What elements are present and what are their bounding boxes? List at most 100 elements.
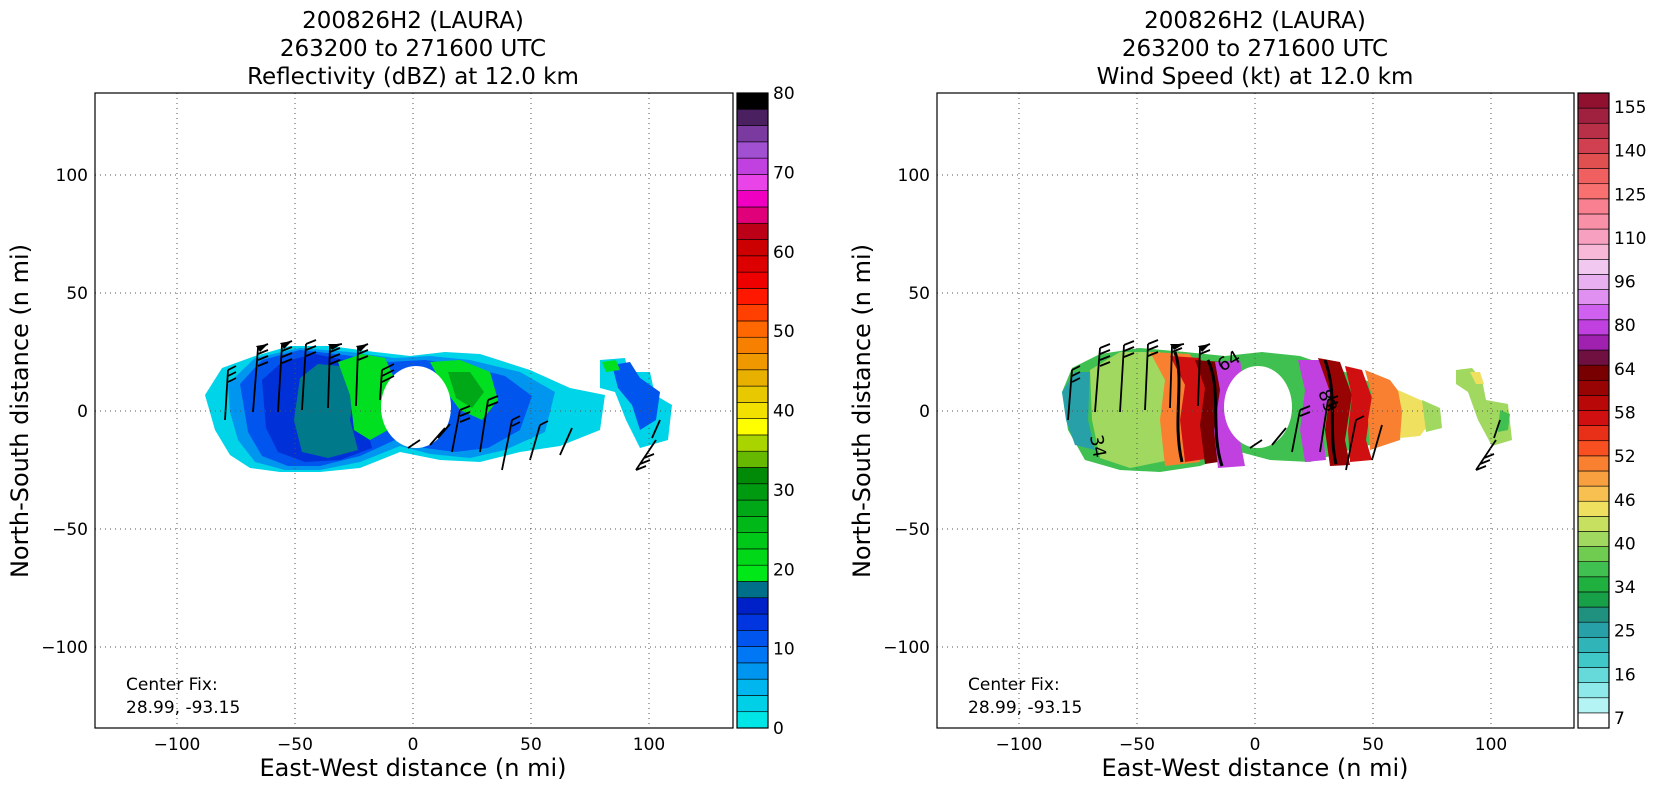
reflectivity-panel: 200826H2 (LAURA) 263200 to 271600 UTC Re… — [6, 8, 795, 782]
colorbar-segment — [736, 548, 769, 566]
colorbar-segment — [1577, 636, 1610, 653]
colorbar-segment — [1577, 576, 1610, 593]
reflectivity-yticks: 100 50 0 −50 −100 — [41, 166, 88, 658]
colorbar-tick-label: 10 — [773, 640, 795, 660]
colorbar-segment — [736, 125, 769, 143]
colorbar-segment — [1577, 561, 1610, 578]
reflectivity-wind-barbs — [224, 339, 661, 471]
reflectivity-center-fix-value: 28.99, -93.15 — [126, 698, 240, 718]
colorbar-segment — [1577, 168, 1610, 185]
colorbar-segment — [1577, 289, 1610, 305]
colorbar-segment — [1577, 485, 1610, 502]
colorbar-segment — [1577, 213, 1610, 230]
wind-speed-xtick: −50 — [1119, 735, 1155, 755]
colorbar-segment — [1577, 500, 1610, 517]
reflectivity-colorbar — [736, 92, 769, 729]
colorbar-segment — [736, 695, 769, 713]
colorbar-segment — [736, 222, 769, 240]
colorbar-tick-label: 80 — [773, 84, 795, 104]
reflectivity-ytick: −100 — [41, 638, 88, 658]
colorbar-segment — [1577, 516, 1610, 532]
wind-speed-panel: 200826H2 (LAURA) 263200 to 271600 UTC Wi… — [848, 8, 1646, 782]
wind-speed-grid — [937, 93, 1574, 728]
wind-speed-ytick: −50 — [894, 520, 930, 540]
reflectivity-ytick: −50 — [52, 520, 88, 540]
colorbar-segment — [1577, 682, 1610, 699]
colorbar-frame — [736, 92, 769, 729]
colorbar-segment — [736, 320, 769, 338]
colorbar-segment — [1577, 122, 1610, 139]
colorbar-segment — [1577, 379, 1610, 396]
colorbar-segment — [1577, 107, 1610, 124]
colorbar-segment — [736, 646, 769, 664]
colorbar-frame — [1577, 92, 1610, 729]
colorbar-segment — [736, 613, 769, 631]
colorbar-segment — [736, 516, 769, 533]
reflectivity-xtick: 0 — [408, 735, 419, 755]
wind-speed-contour-labels: 34 64 83 — [1085, 347, 1341, 460]
colorbar-segment — [1577, 425, 1610, 442]
colorbar-tick-label: 20 — [773, 560, 795, 580]
wind-speed-xtick: 50 — [1362, 735, 1384, 755]
colorbar-segment — [736, 157, 769, 175]
colorbar-segment — [736, 418, 769, 436]
wind-speed-ytick: −100 — [883, 638, 930, 658]
wind-speed-xtick: 100 — [1475, 735, 1507, 755]
colorbar-segment — [1577, 349, 1610, 366]
colorbar-tick-label: 40 — [773, 402, 795, 422]
colorbar-tick-label: 70 — [773, 163, 795, 183]
wind-speed-barb-flags — [1170, 344, 1210, 352]
colorbar-segment — [1577, 243, 1610, 260]
colorbar-segment — [736, 597, 769, 615]
colorbar-segment — [736, 190, 769, 208]
colorbar-segment — [1577, 319, 1610, 336]
colorbar-segment — [736, 336, 769, 354]
colorbar-segment — [736, 662, 769, 680]
wind-speed-field — [1062, 348, 1512, 472]
colorbar-tick-label: 30 — [773, 481, 795, 501]
colorbar-segment — [1577, 440, 1610, 457]
colorbar-segment — [1577, 606, 1610, 623]
colorbar-segment — [736, 499, 769, 517]
colorbar-tick-label: 80 — [1614, 316, 1636, 336]
colorbar-segment — [736, 206, 769, 224]
colorbar-segment — [736, 678, 769, 696]
wind-speed-center-fix-label: Center Fix: — [968, 675, 1060, 695]
colorbar-segment — [736, 255, 769, 273]
colorbar-segment — [1577, 92, 1610, 109]
colorbar-segment — [736, 467, 769, 485]
colorbar-tick-label: 64 — [1614, 360, 1636, 380]
colorbar-segment — [736, 532, 769, 550]
reflectivity-axes-frame — [94, 92, 734, 729]
colorbar-segment — [736, 304, 769, 322]
wind-speed-axes-frame — [936, 92, 1575, 729]
wind-speed-center-fix-value: 28.99, -93.15 — [968, 698, 1082, 718]
colorbar-segment — [1577, 697, 1610, 714]
reflectivity-ylabel: North-South distance (n mi) — [6, 244, 34, 578]
colorbar-segment — [1577, 546, 1610, 562]
wind-speed-colorbar-ticks: 7 16 25 34 40 46 52 58 64 80 96 110 125 140 155 — [1614, 98, 1646, 729]
colorbar-segment — [1577, 364, 1610, 381]
colorbar-tick-label: 96 — [1614, 273, 1636, 293]
colorbar-tick-label: 140 — [1614, 142, 1646, 162]
reflectivity-title-line-3: Reflectivity (dBZ) at 12.0 km — [247, 64, 579, 90]
colorbar-segment — [736, 434, 769, 452]
wind-speed-ylabel: North-South distance (n mi) — [848, 244, 876, 578]
colorbar-tick-label: 155 — [1614, 98, 1646, 118]
colorbar-segment — [736, 239, 769, 257]
colorbar-segment — [736, 711, 769, 729]
wind-speed-colorbar — [1577, 92, 1610, 729]
colorbar-segment — [736, 369, 769, 387]
colorbar-segment — [736, 108, 769, 126]
wind-speed-ytick: 100 — [898, 166, 930, 186]
colorbar-segment — [1577, 198, 1610, 215]
wind-speed-xticks: −100 −50 0 50 100 — [996, 735, 1508, 755]
wind-speed-ytick: 0 — [919, 402, 930, 422]
reflectivity-xticks: −100 −50 0 50 100 — [154, 735, 666, 755]
colorbar-segment — [736, 271, 769, 289]
colorbar-segment — [736, 288, 769, 305]
colorbar-segment — [736, 141, 769, 159]
colorbar-segment — [1577, 667, 1610, 683]
wind-speed-yticks: 100 50 0 −50 −100 — [883, 166, 930, 658]
